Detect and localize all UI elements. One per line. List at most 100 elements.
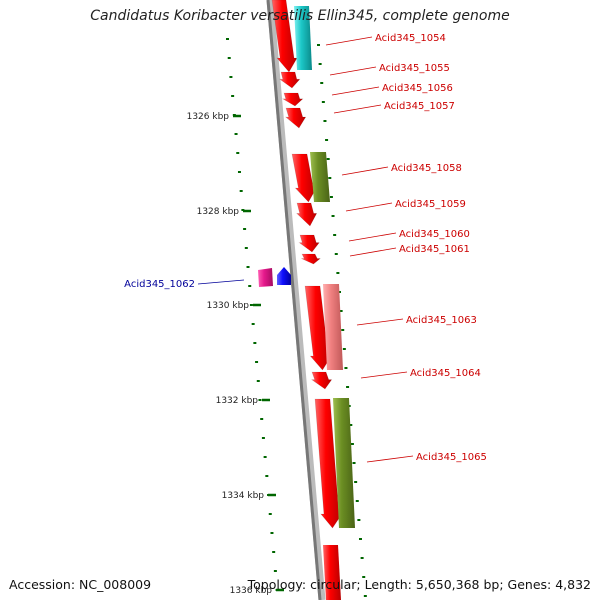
guide-dot-right bbox=[360, 557, 364, 559]
scale-tick-label: 1332 kbp bbox=[216, 396, 259, 406]
gene-leader-line bbox=[331, 86, 380, 96]
gene-acid345-1065 bbox=[333, 398, 355, 528]
guide-dot-left bbox=[256, 380, 260, 382]
gene-label[interactable]: Acid345_1055 bbox=[379, 63, 450, 74]
scale-ticks: 1326 kbp 1328 kbp 1330 kbp 1332 kbp 1334 kbp… bbox=[187, 112, 284, 596]
guide-dot-right bbox=[326, 158, 330, 160]
guide-dot-left bbox=[253, 342, 257, 344]
guide-dot-right bbox=[321, 101, 325, 103]
gene-label[interactable]: Acid345_1054 bbox=[375, 33, 446, 44]
gene-leader-line bbox=[333, 104, 382, 114]
gene-label[interactable]: Acid345_1061 bbox=[399, 244, 470, 255]
guide-dot-left bbox=[226, 38, 229, 40]
guide-dot-right bbox=[363, 595, 367, 597]
guide-dot-right bbox=[346, 386, 350, 388]
guide-dot-right bbox=[325, 139, 329, 141]
guide-dot-left bbox=[244, 247, 248, 249]
gene-block-red bbox=[298, 234, 320, 253]
guide-dot-left bbox=[268, 513, 272, 515]
guide-dot-left bbox=[241, 209, 245, 211]
guide-dot-left bbox=[229, 76, 233, 78]
guide-dot-right bbox=[337, 291, 341, 293]
guide-dot-right bbox=[358, 538, 362, 540]
guide-dot-left bbox=[248, 285, 252, 287]
guide-dot-right bbox=[339, 310, 343, 312]
guide-dot-left bbox=[267, 494, 271, 496]
scale-tick-label: 1336 kbp bbox=[230, 586, 273, 596]
gene-acid345-1063 bbox=[323, 284, 343, 370]
guide-dot-left bbox=[232, 114, 236, 116]
gene-label[interactable]: Acid345_1060 bbox=[399, 229, 470, 240]
guide-dots bbox=[226, 38, 367, 597]
guide-dot-right bbox=[336, 272, 340, 274]
gene-leader-line bbox=[366, 455, 414, 463]
guide-dot-right bbox=[323, 120, 327, 122]
gene-block-red bbox=[278, 71, 301, 89]
gene-block-red bbox=[281, 92, 304, 107]
gene-leader-line bbox=[360, 371, 408, 379]
guide-dot-left bbox=[239, 190, 243, 192]
gene-label[interactable]: Acid345_1057 bbox=[384, 101, 455, 112]
gene-acid345-1054 bbox=[294, 6, 312, 70]
gene-label[interactable]: Acid345_1065 bbox=[416, 452, 487, 463]
gene-acid345-1058 bbox=[310, 152, 330, 202]
guide-dot-right bbox=[354, 481, 358, 483]
gene-label[interactable]: Acid345_1056 bbox=[382, 83, 453, 94]
guide-dot-left bbox=[231, 95, 235, 97]
guide-dot-left bbox=[243, 228, 247, 230]
gene-block-red bbox=[323, 545, 341, 600]
gene-acid345-1062 bbox=[258, 268, 273, 287]
gene-leader-line bbox=[329, 66, 377, 76]
guide-dot-right bbox=[341, 329, 345, 331]
guide-dot-left bbox=[270, 532, 274, 534]
guide-dot-left bbox=[251, 323, 255, 325]
gene-block-red bbox=[314, 398, 343, 529]
scale-tick-label: 1330 kbp bbox=[207, 301, 250, 311]
gene-labels: Acid345_1054 Acid345_1055 Acid345_1056 Acid… bbox=[124, 33, 487, 463]
gene-leader-line bbox=[197, 279, 245, 285]
guide-dot-left bbox=[236, 152, 240, 154]
guide-dot-left bbox=[249, 304, 253, 306]
gene-block-red bbox=[301, 253, 322, 265]
guide-dot-right bbox=[333, 234, 337, 236]
gene-label[interactable]: Acid345_1064 bbox=[410, 368, 481, 379]
guide-dot-left bbox=[272, 551, 276, 553]
guide-dot-left bbox=[260, 418, 264, 420]
gene-block-red bbox=[284, 107, 307, 129]
guide-dot-right bbox=[349, 424, 353, 426]
scale-tick-label: 1334 kbp bbox=[222, 491, 265, 501]
guide-dot-left bbox=[275, 589, 279, 591]
gene-leader-line bbox=[356, 318, 404, 326]
guide-dot-left bbox=[273, 570, 277, 572]
guide-dot-right bbox=[334, 253, 338, 255]
guide-dot-left bbox=[263, 456, 267, 458]
gene-block-red bbox=[271, 0, 298, 73]
gene-leader-line bbox=[349, 247, 397, 257]
guide-dot-right bbox=[320, 82, 324, 84]
gene-leader-line bbox=[325, 36, 373, 46]
gene-label[interactable]: Acid345_1063 bbox=[406, 315, 477, 326]
guide-dot-right bbox=[318, 63, 322, 65]
accession-text: Accession: NC_008009 bbox=[9, 577, 152, 592]
guide-dot-left bbox=[227, 57, 231, 59]
gene-features bbox=[258, 0, 355, 600]
gene-blue-reverse bbox=[277, 267, 291, 285]
gene-label[interactable]: Acid345_1062 bbox=[124, 279, 195, 290]
scale-tick-label: 1326 kbp bbox=[187, 112, 230, 122]
guide-dot-left bbox=[258, 399, 262, 401]
guide-dot-right bbox=[357, 519, 361, 521]
guide-dot-right bbox=[344, 367, 348, 369]
gene-leader-line bbox=[345, 202, 393, 212]
guide-dot-left bbox=[234, 133, 238, 135]
gene-label[interactable]: Acid345_1058 bbox=[391, 163, 462, 174]
guide-dot-left bbox=[261, 437, 265, 439]
guide-dot-left bbox=[246, 266, 250, 268]
guide-dot-left bbox=[255, 361, 259, 363]
topology-text: Topology: circular; Length: 5,650,368 bp… bbox=[247, 577, 591, 592]
guide-dot-right bbox=[362, 576, 366, 578]
gene-block-red bbox=[295, 202, 318, 227]
gene-label[interactable]: Acid345_1059 bbox=[395, 199, 466, 210]
gene-leader-line bbox=[341, 166, 389, 176]
genome-backbone bbox=[266, 0, 326, 600]
